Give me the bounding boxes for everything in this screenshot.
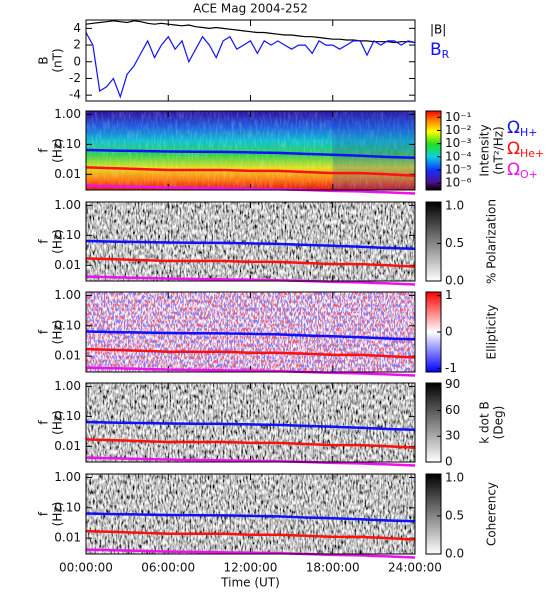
y-tick-label: -4 [69, 88, 81, 102]
frequency-line [85, 438, 416, 449]
colorbar-tick-label: 10⁻¹ [445, 110, 472, 124]
legend-entry: ΩH+ [507, 118, 538, 139]
y-axis-label: (Hz) [51, 229, 65, 254]
colorbar-tick-label: 0.5 [445, 236, 464, 250]
colorbar-label: Ellipticity [485, 305, 499, 360]
y-tick-label: -2 [69, 71, 81, 85]
frequency-line [85, 366, 416, 377]
frequency-line [85, 257, 416, 268]
frequency-line [85, 512, 416, 523]
colorbar-tick-label: 30 [445, 429, 460, 443]
colorbar-tick-label: 90 [445, 377, 460, 391]
legend-entry: |B| [430, 23, 446, 37]
y-axis-label: f [37, 420, 51, 425]
colorbar [425, 473, 442, 555]
colorbar-label: k dot B [478, 401, 492, 443]
colorbar-label: Intensity [478, 124, 492, 176]
x-axis-label: Time (UT) [220, 576, 280, 590]
plot-frame [85, 473, 416, 555]
y-tick-label: 4 [73, 21, 81, 35]
y-tick-label: 0 [73, 54, 81, 68]
colorbar-tick-label: 10⁻³ [445, 136, 472, 150]
legend-entry: ΩHe+ [507, 139, 544, 160]
frequency-line [85, 548, 416, 559]
colorbar-tick-label: 10⁻² [445, 123, 472, 137]
y-tick-label: 0.01 [54, 349, 81, 363]
y-axis-label: f [37, 329, 51, 334]
colorbar-label: (Deg) [492, 406, 506, 440]
y-tick-label: 0.01 [54, 258, 81, 272]
colorbar [425, 382, 442, 463]
x-tick-label: 06:00:00 [141, 561, 195, 575]
colorbar-tick-label: 10⁻⁵ [445, 162, 472, 176]
colorbar-tick-label: 1.0 [445, 470, 464, 484]
colorbar-tick-label: -1 [445, 361, 457, 375]
y-axis-label: (Hz) [51, 138, 65, 163]
y-tick-label: 0.01 [54, 167, 81, 181]
colorbar-tick-label: 0 [445, 455, 453, 469]
frequency-line [85, 184, 416, 195]
colorbar [425, 201, 442, 282]
legend-entry: ΩO+ [507, 160, 538, 181]
colorbar-label: (nT²/Hz) [492, 126, 506, 174]
frequency-line [85, 275, 416, 286]
y-tick-label: 0.10 [54, 137, 81, 151]
frequency-line [85, 239, 416, 250]
x-tick-label: 12:00:00 [224, 561, 278, 575]
y-axis-label: f [37, 239, 51, 244]
y-tick-label: 0.01 [54, 439, 81, 453]
y-axis-label: (nT) [51, 48, 65, 72]
colorbar-tick-label: 1 [445, 288, 453, 302]
x-tick-label: 00:00:00 [59, 561, 113, 575]
y-axis-label: (Hz) [51, 410, 65, 435]
y-tick-label: 1.00 [54, 379, 81, 393]
colorbar-tick-label: 1.0 [445, 198, 464, 212]
frequency-line [85, 420, 416, 431]
y-tick-label: 0.01 [54, 531, 81, 545]
y-tick-label: 1.00 [54, 470, 81, 484]
y-axis-label: f [37, 511, 51, 516]
frequency-line [85, 166, 416, 177]
frequency-line [85, 529, 416, 541]
spectrogram-fade [332, 111, 415, 190]
y-tick-label: 0.10 [54, 318, 81, 332]
y-tick-label: 1.00 [54, 107, 81, 121]
y-tick-label: 0.10 [54, 228, 81, 242]
colorbar-tick-label: 0.0 [445, 274, 464, 288]
y-axis-label: f [37, 148, 51, 153]
x-tick-label: 18:00:00 [306, 561, 360, 575]
plot-frame [85, 382, 416, 463]
y-axis-label: (Hz) [51, 320, 65, 345]
plot-frame [85, 291, 416, 373]
frequency-line [85, 330, 416, 341]
colorbar-tick-label: 60 [445, 403, 460, 417]
colorbar-tick-label: 10⁻⁶ [445, 176, 472, 190]
colorbar-label: Coherency [485, 482, 499, 546]
colorbar-label: % Polarization [485, 199, 499, 284]
y-axis-label: B [37, 56, 51, 64]
colorbar-tick-label: 0 [445, 325, 453, 339]
frequency-line [85, 456, 416, 467]
legend-entry: BR [430, 40, 450, 61]
y-axis-label: (Hz) [51, 502, 65, 527]
plot-frame [85, 19, 416, 102]
frequency-line [85, 148, 416, 159]
plot-frame [85, 110, 416, 191]
data-line [85, 32, 416, 99]
x-tick-label: 24:00:00 [388, 561, 442, 575]
colorbar-tick-label: 0.5 [445, 508, 464, 522]
frequency-line [85, 347, 416, 359]
chart-title: ACE Mag 2004-252 [193, 2, 308, 16]
y-tick-label: 0.10 [54, 500, 81, 514]
colorbar [425, 110, 442, 191]
y-tick-label: 1.00 [54, 288, 81, 302]
y-tick-label: 2 [73, 38, 81, 52]
colorbar-tick-label: 0.0 [445, 547, 464, 561]
y-tick-label: 0.10 [54, 409, 81, 423]
colorbar-tick-label: 10⁻⁴ [445, 149, 472, 163]
plot-frame [85, 201, 416, 282]
y-tick-label: 1.00 [54, 198, 81, 212]
